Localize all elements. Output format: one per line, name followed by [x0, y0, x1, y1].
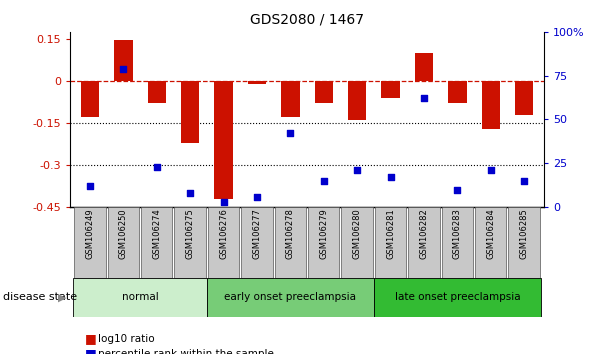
Bar — [381, 81, 399, 98]
Text: disease state: disease state — [3, 292, 77, 302]
Point — [452, 187, 462, 193]
Bar — [515, 81, 533, 115]
Bar — [73, 278, 207, 317]
Text: GSM106277: GSM106277 — [252, 209, 261, 259]
Bar — [241, 207, 272, 278]
Text: early onset preeclampsia: early onset preeclampsia — [224, 292, 356, 302]
Bar — [207, 278, 374, 317]
Bar — [475, 207, 506, 278]
Text: GDS2080 / 1467: GDS2080 / 1467 — [250, 12, 364, 27]
Bar — [441, 207, 473, 278]
Text: GSM106274: GSM106274 — [152, 209, 161, 259]
Text: normal: normal — [122, 292, 159, 302]
Bar — [275, 207, 306, 278]
Bar — [408, 207, 440, 278]
Text: GSM106249: GSM106249 — [86, 209, 94, 259]
Bar — [448, 81, 466, 103]
Text: GSM106275: GSM106275 — [185, 209, 195, 259]
Bar — [374, 278, 541, 317]
Bar — [375, 207, 406, 278]
Bar — [108, 207, 139, 278]
Point — [419, 96, 429, 101]
Point — [85, 183, 95, 189]
Text: GSM106281: GSM106281 — [386, 209, 395, 259]
Bar — [281, 81, 300, 118]
Bar — [74, 207, 106, 278]
Text: GSM106276: GSM106276 — [219, 209, 228, 259]
Bar — [215, 81, 233, 199]
Point — [119, 66, 128, 72]
Bar — [508, 207, 540, 278]
Text: GSM106285: GSM106285 — [520, 209, 528, 259]
Text: ■: ■ — [85, 348, 97, 354]
Bar — [174, 207, 206, 278]
Bar — [482, 81, 500, 129]
Text: GSM106250: GSM106250 — [119, 209, 128, 259]
Text: percentile rank within the sample: percentile rank within the sample — [98, 349, 274, 354]
Text: log10 ratio: log10 ratio — [98, 334, 155, 344]
Point — [152, 164, 162, 170]
Point — [486, 167, 496, 173]
Bar — [342, 207, 373, 278]
Point — [286, 131, 295, 136]
Point — [252, 194, 262, 199]
Bar — [314, 81, 333, 103]
Point — [185, 190, 195, 196]
Point — [385, 175, 395, 180]
Point — [352, 167, 362, 173]
Point — [219, 199, 229, 205]
Bar — [208, 207, 239, 278]
Text: GSM106278: GSM106278 — [286, 209, 295, 259]
Point — [519, 178, 529, 184]
Bar — [248, 81, 266, 84]
Bar — [415, 53, 433, 81]
Text: GSM106284: GSM106284 — [486, 209, 496, 259]
Bar — [181, 81, 199, 143]
Bar — [308, 207, 339, 278]
Text: GSM106283: GSM106283 — [453, 209, 462, 259]
Text: late onset preeclampsia: late onset preeclampsia — [395, 292, 520, 302]
Point — [319, 178, 328, 184]
Bar — [81, 81, 99, 118]
Bar — [348, 81, 367, 120]
Text: GSM106280: GSM106280 — [353, 209, 362, 259]
Bar — [141, 207, 173, 278]
Text: ■: ■ — [85, 332, 97, 345]
Bar — [114, 40, 133, 81]
Text: GSM106282: GSM106282 — [420, 209, 429, 259]
Text: GSM106279: GSM106279 — [319, 209, 328, 259]
Bar — [148, 81, 166, 103]
Text: ▶: ▶ — [58, 292, 66, 302]
